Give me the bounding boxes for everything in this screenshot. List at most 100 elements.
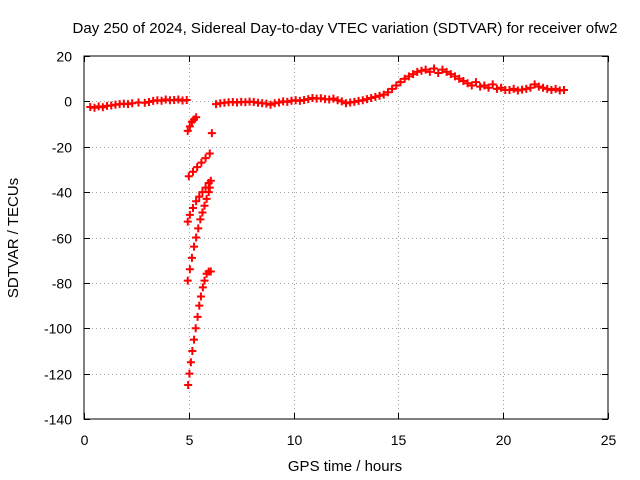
data-point — [421, 65, 430, 74]
data-point — [476, 82, 485, 91]
data-point — [183, 217, 192, 226]
y-tick-label: -80 — [52, 276, 72, 292]
data-point — [379, 90, 388, 99]
data-point — [484, 83, 493, 92]
data-point — [371, 92, 380, 101]
y-tick-label: -20 — [52, 140, 72, 156]
data-point — [194, 224, 203, 233]
data-point — [367, 93, 376, 102]
data-point — [192, 233, 201, 242]
data-point — [283, 97, 292, 106]
data-point — [362, 95, 371, 104]
data-point — [438, 65, 447, 74]
y-tick-label: -120 — [44, 367, 72, 383]
y-tick-label: -100 — [44, 321, 72, 337]
data-point — [198, 283, 207, 292]
y-axis-ticks: 20 0 -20 -40 -60 -80 -100 -120 -140 — [44, 49, 608, 428]
data-point — [195, 301, 204, 310]
data-point — [185, 265, 194, 274]
data-point — [358, 96, 367, 105]
data-point — [404, 72, 413, 81]
data-point — [388, 84, 397, 93]
grid-lines — [84, 56, 608, 419]
chart-title: Day 250 of 2024, Sidereal Day-to-day VTE… — [73, 20, 618, 37]
data-point — [539, 83, 548, 92]
y-axis-label: SDTVAR / TECUs — [5, 178, 22, 298]
data-point — [480, 81, 489, 90]
y-tick-label: -60 — [52, 231, 72, 247]
data-point — [185, 122, 194, 131]
data-point — [375, 91, 384, 100]
data-point — [184, 172, 193, 181]
data-point — [430, 64, 439, 73]
data-point — [396, 78, 405, 87]
data-point — [446, 70, 455, 79]
data-point — [200, 201, 209, 210]
data-point — [186, 358, 195, 367]
data-point — [522, 84, 531, 93]
data-point — [463, 79, 472, 88]
data-point — [196, 292, 205, 301]
data-point — [185, 369, 194, 378]
data-point — [205, 149, 214, 158]
data-point — [262, 99, 271, 108]
data-point — [417, 66, 426, 75]
data-point — [157, 96, 166, 105]
data-point — [274, 98, 283, 107]
data-point — [492, 84, 501, 93]
data-point — [425, 67, 434, 76]
plot-area-frame — [83, 55, 609, 420]
x-tick-label: 0 — [81, 432, 89, 448]
data-point — [400, 74, 409, 83]
data-point — [505, 86, 514, 95]
x-tick-label: 5 — [186, 432, 194, 448]
data-point — [450, 72, 459, 81]
data-point — [530, 80, 539, 89]
data-point — [182, 96, 191, 105]
x-tick-label: 20 — [496, 432, 512, 448]
data-point — [184, 380, 193, 389]
data-point — [190, 335, 199, 344]
data-point — [497, 83, 506, 92]
data-point — [329, 94, 338, 103]
data-point — [266, 100, 275, 109]
data-point — [193, 163, 202, 172]
data-point — [197, 158, 206, 167]
data-point — [559, 86, 568, 95]
data-point — [534, 82, 543, 91]
x-axis-label: GPS time / hours — [288, 458, 402, 475]
data-point — [434, 69, 443, 78]
data-point — [204, 188, 213, 197]
data-point — [337, 97, 346, 106]
data-points — [86, 64, 568, 389]
data-point — [195, 192, 204, 201]
data-point — [190, 242, 199, 251]
data-point — [206, 267, 215, 276]
data-point — [202, 194, 211, 203]
data-point — [488, 80, 497, 89]
x-tick-label: 10 — [287, 432, 303, 448]
y-tick-label: 20 — [56, 49, 72, 65]
data-point — [206, 176, 215, 185]
data-point — [551, 84, 560, 93]
x-axis-ticks: 0 5 10 15 20 25 — [81, 56, 616, 448]
data-point — [467, 81, 476, 90]
data-point — [455, 74, 464, 83]
data-point — [201, 154, 210, 163]
data-point — [192, 197, 201, 206]
data-point — [193, 312, 202, 321]
data-point — [144, 98, 153, 107]
data-point — [191, 324, 200, 333]
data-point — [413, 67, 422, 76]
x-tick-label: 15 — [391, 432, 407, 448]
data-point — [526, 83, 535, 92]
data-point — [98, 103, 107, 112]
data-point — [333, 96, 342, 105]
data-point — [207, 129, 216, 138]
y-tick-label: -140 — [44, 412, 72, 428]
y-tick-label: -40 — [52, 185, 72, 201]
data-point — [187, 253, 196, 262]
data-point — [90, 103, 99, 112]
